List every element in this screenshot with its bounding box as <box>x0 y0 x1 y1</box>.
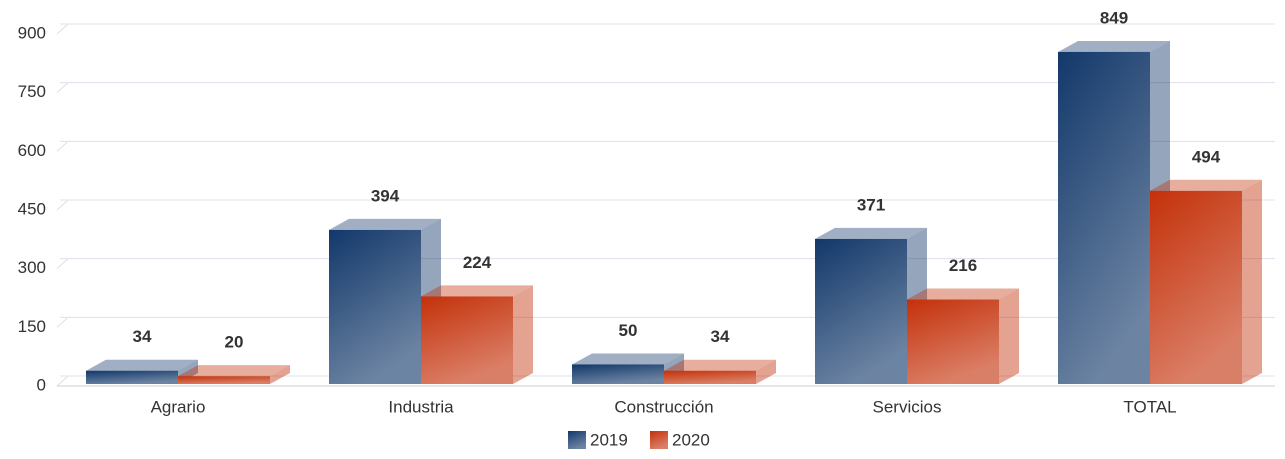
grid-line-side <box>56 23 69 35</box>
value-label: 20 <box>225 333 244 352</box>
bar-shade <box>1058 51 1150 385</box>
legend-label: 2019 <box>590 430 628 449</box>
bar-side <box>1242 179 1262 384</box>
grid-line-side <box>56 199 69 211</box>
y-tick-label: 300 <box>18 258 46 277</box>
value-label: 394 <box>371 186 400 205</box>
bar-shade <box>664 370 756 384</box>
bar-top <box>329 218 441 230</box>
bar-top <box>86 359 198 371</box>
bar-shade <box>572 364 664 384</box>
bar-shade <box>178 376 270 384</box>
x-tick-label: Industria <box>388 397 454 416</box>
bar-side <box>513 285 533 384</box>
bar-top <box>178 365 290 377</box>
bar-shade <box>815 238 907 384</box>
bar-top <box>907 288 1019 300</box>
value-label: 50 <box>619 321 638 340</box>
y-tick-label: 900 <box>18 23 46 42</box>
legend-label: 2020 <box>672 430 710 449</box>
bar-shade <box>329 229 421 384</box>
value-label: 34 <box>133 327 152 346</box>
bar-shade <box>1150 190 1242 384</box>
grid-line-side <box>56 82 69 94</box>
y-tick-label: 150 <box>18 317 46 336</box>
bar-shade <box>86 370 178 384</box>
grid-line-side <box>56 140 69 152</box>
value-label: 224 <box>463 253 492 272</box>
bar-side <box>270 365 290 384</box>
value-label: 849 <box>1100 8 1128 27</box>
bar-top <box>1058 40 1170 52</box>
value-label: 34 <box>711 327 730 346</box>
bar-side <box>999 288 1019 384</box>
value-label: 494 <box>1192 147 1221 166</box>
x-tick-label: Construcción <box>614 397 713 416</box>
x-tick-label: TOTAL <box>1123 397 1176 416</box>
bar-top <box>1150 179 1262 191</box>
legend-swatch-shade <box>568 431 586 449</box>
y-tick-label: 600 <box>18 141 46 160</box>
bar-shade <box>421 296 513 384</box>
value-label: 371 <box>857 195 885 214</box>
y-tick-label: 0 <box>37 375 46 394</box>
legend-swatch-shade <box>650 431 668 449</box>
bar-side <box>756 359 776 384</box>
y-tick-label: 750 <box>18 82 46 101</box>
bar-top <box>664 359 776 371</box>
bar-top <box>572 353 684 365</box>
bar-top <box>815 227 927 239</box>
grid-line-side <box>56 258 69 270</box>
x-tick-label: Servicios <box>873 397 942 416</box>
value-label: 216 <box>949 256 977 275</box>
y-tick-label: 450 <box>18 199 46 218</box>
x-tick-label: Agrario <box>151 397 206 416</box>
bar-shade <box>907 299 999 384</box>
bar-top <box>421 285 533 297</box>
grid-line-side <box>56 375 69 387</box>
grid-line-side <box>56 316 69 328</box>
